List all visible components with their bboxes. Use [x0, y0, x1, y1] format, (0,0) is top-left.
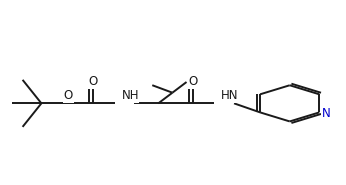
- Text: O: O: [89, 75, 98, 88]
- Text: N: N: [322, 107, 331, 120]
- Text: O: O: [188, 75, 197, 88]
- Text: HN: HN: [221, 89, 238, 102]
- Text: O: O: [64, 89, 73, 102]
- Text: NH: NH: [121, 89, 139, 102]
